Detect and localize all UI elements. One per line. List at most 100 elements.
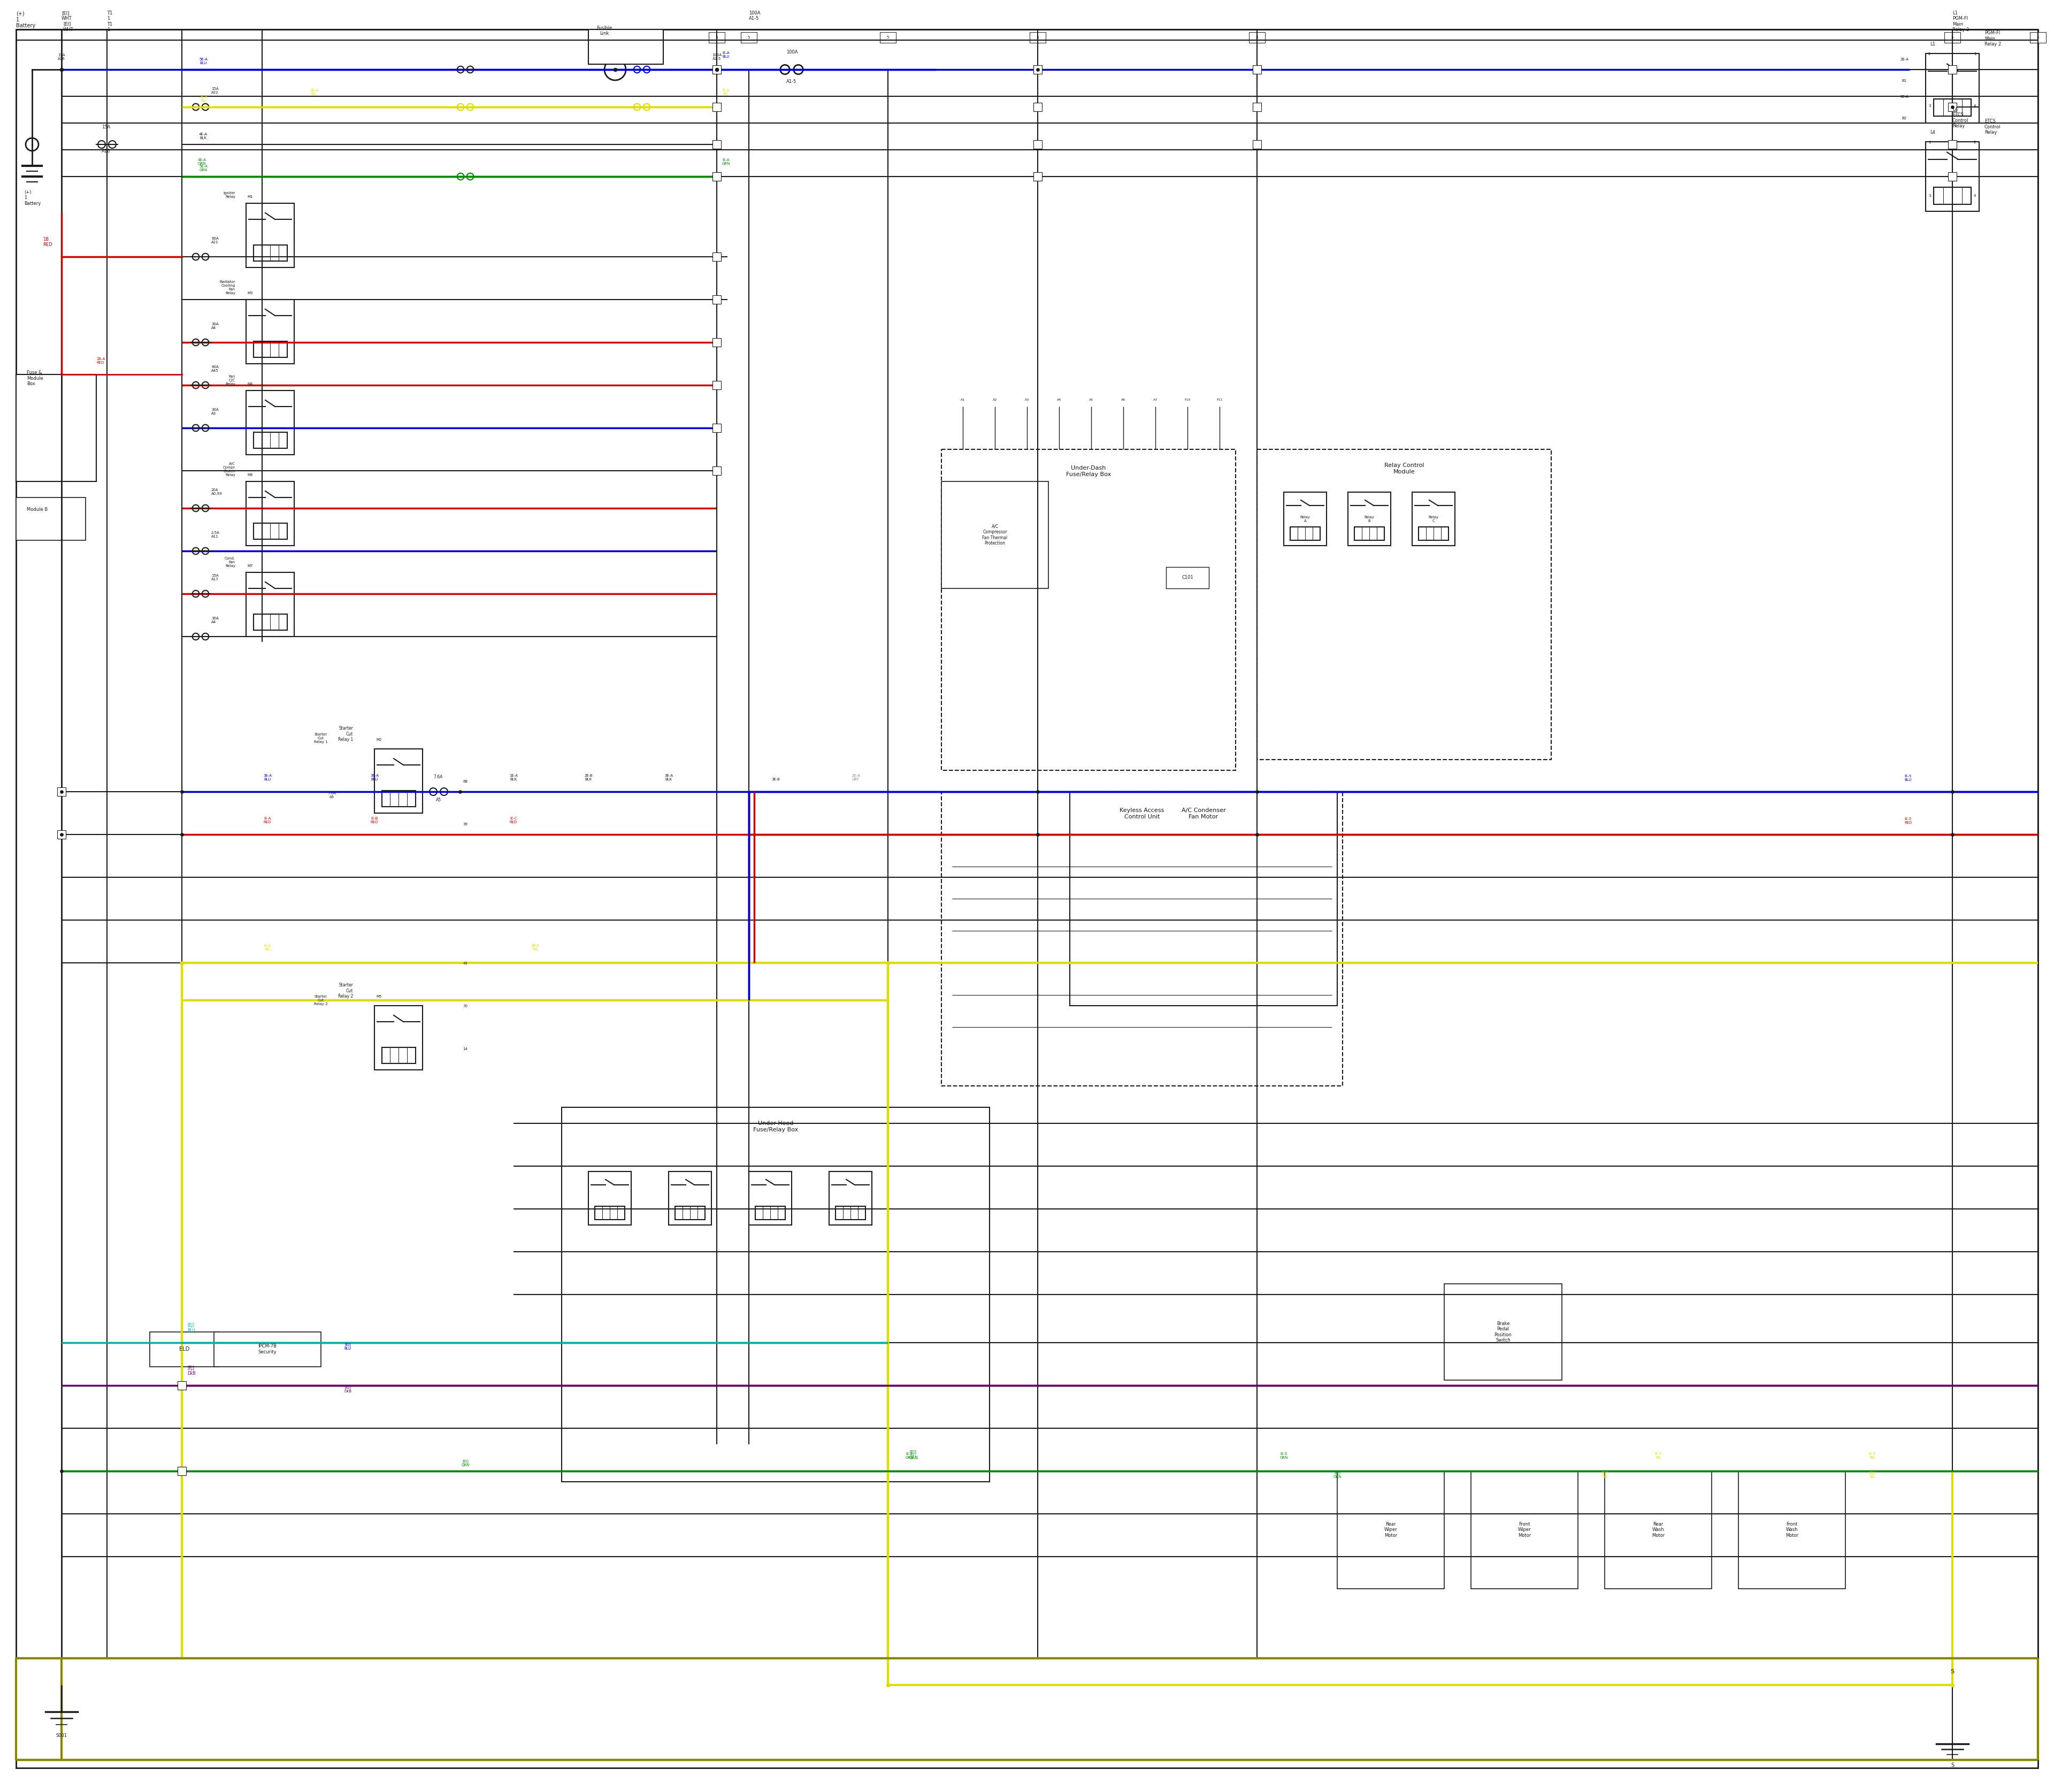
Text: IE-A
YEL: IE-A YEL: [263, 944, 271, 952]
Bar: [1337, 1471, 1444, 1590]
Text: 3: 3: [1929, 194, 1931, 197]
Text: 3E-A
BLU: 3E-A BLU: [263, 774, 271, 781]
Bar: [1347, 493, 1391, 545]
Text: L4: L4: [1931, 131, 1935, 134]
Text: M1: M1: [246, 195, 253, 199]
Text: A1: A1: [961, 398, 965, 401]
Text: B2: B2: [1902, 116, 1906, 120]
Bar: [246, 202, 294, 267]
Bar: [941, 450, 1237, 771]
Text: L4
ETCS
Control
Relay: L4 ETCS Control Relay: [1953, 108, 1968, 129]
Bar: [246, 482, 294, 545]
Text: Starter
Cut
Relay 2: Starter Cut Relay 2: [339, 982, 353, 998]
Text: S001: S001: [55, 1733, 68, 1738]
Text: 15A
A16: 15A A16: [58, 54, 66, 61]
Bar: [676, 1206, 705, 1220]
Text: A16: A16: [101, 149, 111, 154]
Text: Cond.
Fan
Relay: Cond. Fan Relay: [224, 557, 236, 568]
Text: IE-1
GRN: IE-1 GRN: [906, 1452, 914, 1459]
Text: C101: C101: [1181, 575, 1193, 581]
Text: S: S: [1951, 1668, 1953, 1674]
Bar: [713, 466, 721, 475]
Text: 39: 39: [462, 823, 468, 826]
Text: (+)
1
Battery: (+) 1 Battery: [16, 11, 35, 29]
Text: 15A: 15A: [101, 125, 111, 129]
Bar: [1471, 1471, 1577, 1590]
Text: T1
1: T1 1: [107, 22, 113, 32]
Text: [EJ]
BLU: [EJ] BLU: [345, 1342, 351, 1349]
Bar: [1354, 527, 1384, 539]
Text: IE-5
GRN: IE-5 GRN: [1280, 1452, 1288, 1459]
Bar: [246, 572, 294, 636]
Text: 5: 5: [748, 36, 750, 39]
Bar: [374, 749, 423, 814]
Text: A6: A6: [1121, 398, 1126, 401]
Text: 1: 1: [1974, 52, 1976, 56]
Bar: [1253, 102, 1261, 111]
Text: Fuse &
Module
Box: Fuse & Module Box: [27, 371, 43, 387]
Bar: [1947, 102, 1957, 111]
Text: (+)
1
Battery: (+) 1 Battery: [25, 190, 41, 206]
Text: 20A
A0.99: 20A A0.99: [212, 489, 222, 495]
Text: 1B-A
RED: 1B-A RED: [97, 357, 105, 364]
Text: Front
Wiper
Motor: Front Wiper Motor: [1518, 1521, 1530, 1538]
Bar: [253, 340, 288, 357]
Text: A/C
Compr
Clutch
Relay: A/C Compr Clutch Relay: [224, 462, 236, 477]
Text: [EJ]
DkB: [EJ] DkB: [343, 1385, 351, 1392]
Text: 1B
RED: 1B RED: [43, 237, 51, 247]
Text: B1: B1: [1902, 79, 1906, 82]
Text: A1-5: A1-5: [787, 79, 797, 84]
Text: Starter
Cut
Relay 1: Starter Cut Relay 1: [339, 726, 353, 742]
Text: A5: A5: [1089, 398, 1093, 401]
Text: L1
PGM-FI
Main
Relay 2: L1 PGM-FI Main Relay 2: [1953, 11, 1970, 32]
Text: [EJ]
YEL: [EJ] YEL: [1869, 1471, 1875, 1478]
Text: A4: A4: [1058, 398, 1062, 401]
Text: [EJ]
GRN: [EJ] GRN: [910, 1450, 918, 1460]
Text: 5: 5: [1037, 36, 1039, 39]
Text: Brake
Pedal
Position
Switch: Brake Pedal Position Switch: [1493, 1321, 1512, 1342]
Bar: [713, 382, 721, 389]
Text: [EJ]
BLU: [EJ] BLU: [187, 1322, 195, 1333]
Text: 4E-A
GRN: 4E-A GRN: [197, 158, 205, 165]
Text: Front
Wash
Motor: Front Wash Motor: [1785, 1521, 1799, 1538]
Bar: [246, 299, 294, 364]
Text: Rear
Wiper
Motor: Rear Wiper Motor: [1384, 1521, 1397, 1538]
Text: 4E-A
BLK: 4E-A BLK: [199, 133, 207, 140]
Text: ETCS
Control
Relay: ETCS Control Relay: [1984, 118, 2001, 134]
Text: 3E-B: 3E-B: [772, 778, 781, 781]
Text: M3: M3: [246, 292, 253, 294]
Bar: [1070, 792, 1337, 1005]
Bar: [713, 253, 721, 262]
Bar: [670, 1172, 711, 1226]
Bar: [177, 1382, 187, 1391]
Bar: [836, 1206, 865, 1220]
Bar: [1253, 65, 1261, 73]
Text: Keyless Access
Control Unit: Keyless Access Control Unit: [1119, 808, 1165, 819]
Bar: [713, 102, 721, 111]
Text: IE-5
YEL: IE-5 YEL: [1869, 1452, 1875, 1459]
Text: Under-Dash
Fuse/Relay Box: Under-Dash Fuse/Relay Box: [1066, 466, 1111, 477]
Bar: [713, 65, 721, 73]
Bar: [382, 790, 415, 806]
Bar: [750, 1172, 791, 1226]
Bar: [1947, 140, 1957, 149]
Bar: [246, 391, 294, 455]
Text: 14: 14: [462, 1047, 468, 1050]
Text: Igniter
Relay: Igniter Relay: [224, 192, 236, 199]
Text: 100A
A1-5: 100A A1-5: [750, 11, 760, 22]
Bar: [1927, 54, 1980, 124]
Bar: [713, 172, 721, 181]
Text: IE-C
RED: IE-C RED: [509, 817, 518, 824]
Bar: [1033, 102, 1041, 111]
Text: IE-A
YEL: IE-A YEL: [723, 90, 729, 95]
Text: 100A
A1-5: 100A A1-5: [713, 54, 721, 61]
Text: 30A
A4: 30A A4: [212, 616, 218, 624]
Text: Module B: Module B: [27, 507, 47, 513]
Bar: [1284, 493, 1327, 545]
Text: 5: 5: [1255, 36, 1259, 39]
Text: Relay
C: Relay C: [1428, 516, 1438, 521]
Text: IPCM-7B
Security: IPCM-7B Security: [259, 1344, 277, 1355]
Bar: [741, 32, 756, 43]
Text: [EJ]
YEL: [EJ] YEL: [1602, 1471, 1608, 1478]
Text: 2E-B
YEL: 2E-B YEL: [199, 95, 207, 102]
